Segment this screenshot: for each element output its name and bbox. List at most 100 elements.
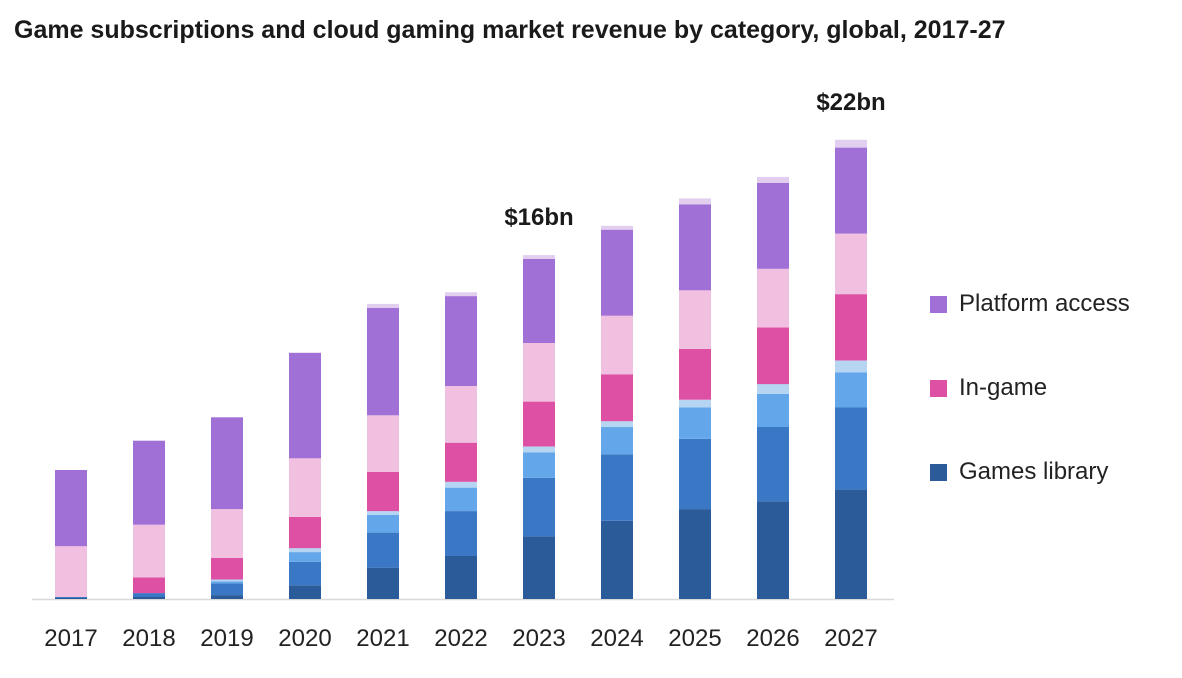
bar-stack-2024 [601,225,633,599]
bar-segment-platform_access_light-2021 [367,303,399,308]
bar-stack-2022 [445,292,477,599]
bar-segment-games_library_pale-2027 [835,360,867,373]
bar-segment-games_library_mid-2023 [523,477,555,537]
legend-label-games-library: Games library [959,458,1109,485]
bar-segment-games_library_light-2025 [679,407,711,439]
bar-segment-games_library_pale-2020 [289,548,321,553]
legend-item-platform-access: Platform access [930,282,1170,326]
bar-segment-games_library_light-2027 [835,372,867,408]
bar-segment-games_library_dark-2025 [679,509,711,599]
bar-stack-2020 [289,352,321,599]
bar-segment-platform_access-2027 [835,147,867,234]
bar-segment-platform_access-2024 [601,229,633,316]
bar-segment-in_game_light-2020 [289,458,321,517]
bar-segment-platform_access_light-2026 [757,176,789,183]
bar-stack-2018 [133,440,165,599]
x-tick-label-2020: 2020 [278,625,331,652]
bar-segment-games_library_dark-2018 [133,597,165,599]
bar-segment-games_library_pale-2023 [523,446,555,453]
bar-segment-in_game_light-2019 [211,509,243,558]
legend: Platform access In-game Games library [930,282,1170,534]
bar-segment-games_library_light-2020 [289,552,321,562]
bar-segment-games_library_dark-2021 [367,567,399,599]
legend-item-in-game: In-game [930,366,1170,410]
bar-segment-platform_access-2020 [289,352,321,459]
bar-segment-in_game_light-2027 [835,233,867,295]
x-tick-label-2021: 2021 [356,625,409,652]
bar-segment-platform_access_light-2022 [445,292,477,297]
bar-segment-in_game_light-2025 [679,290,711,349]
bar-segment-in_game_light-2026 [757,268,789,328]
bar-segment-platform_access-2025 [679,204,711,291]
x-tick-label-2018: 2018 [122,625,175,652]
bar-segment-games_library_pale-2022 [445,481,477,488]
bar-segment-platform_access-2019 [211,417,243,510]
bar-stack-2017 [55,470,87,599]
bar-stack-2026 [757,176,789,599]
bar-segment-platform_access-2021 [367,307,399,416]
bar-segment-platform_access-2017 [55,470,87,547]
bar-stack-2027 [835,139,867,599]
bar-segment-in_game_light-2017 [55,546,87,597]
bar-segment-games_library_dark-2023 [523,536,555,599]
bar-segment-platform_access_light-2027 [835,139,867,148]
x-tick-label-2019: 2019 [200,625,253,652]
bar-segment-in_game-2025 [679,348,711,400]
bar-segment-games_library_light-2019 [211,581,243,584]
bar-segment-games_library_mid-2027 [835,407,867,490]
bar-segment-games_library_mid-2022 [445,511,477,556]
bar-segment-platform_access_light-2023 [523,255,555,259]
bar-segment-in_game_light-2024 [601,315,633,375]
bar-segment-games_library_pale-2025 [679,399,711,408]
bar-segment-in_game-2018 [133,577,165,594]
bar-segment-games_library_mid-2018 [133,593,165,597]
bar-segment-games_library_mid-2025 [679,438,711,510]
bar-segment-games_library_mid-2026 [757,427,789,502]
legend-swatch-platform-access [930,295,947,313]
bar-segment-games_library_mid-2020 [289,561,321,586]
bar-segment-games_library_light-2021 [367,515,399,533]
bar-segment-in_game-2019 [211,558,243,580]
bar-segment-in_game-2020 [289,516,321,549]
bar-segment-games_library_dark-2027 [835,489,867,599]
chart-title: Game subscriptions and cloud gaming mark… [14,16,1006,44]
bar-segment-in_game_light-2018 [133,524,165,578]
bar-segment-games_library_dark-2026 [757,501,789,599]
bar-segment-in_game-2021 [367,472,399,512]
bar-segment-games_library_mid-2017 [55,597,87,598]
bar-segment-games_library_dark-2017 [55,598,87,599]
bar-segment-games_library_pale-2019 [211,579,243,582]
bar-segment-games_library_dark-2020 [289,585,321,599]
bar-stack-2019 [211,417,243,599]
bar-segment-games_library_dark-2019 [211,595,243,599]
x-tick-label-2017: 2017 [44,625,97,652]
bar-segment-games_library_pale-2024 [601,421,633,428]
bar-segment-games_library_light-2026 [757,393,789,427]
legend-swatch-games-library [930,463,947,481]
x-tick-label-2026: 2026 [746,625,799,652]
bar-segment-platform_access-2022 [445,296,477,386]
bar-segment-in_game_light-2021 [367,415,399,472]
bar-segment-in_game-2023 [523,401,555,447]
bar-segment-games_library_mid-2021 [367,532,399,568]
bar-segment-platform_access-2023 [523,259,555,343]
bar-stack-2025 [679,198,711,599]
bar-segment-games_library_dark-2022 [445,556,477,599]
bar-segment-games_library_dark-2024 [601,520,633,599]
bar-segment-in_game_light-2023 [523,343,555,402]
total-annotation-2027: $22bn [816,89,885,116]
legend-label-platform-access: Platform access [959,290,1130,317]
bar-segment-games_library_pale-2026 [757,384,789,394]
legend-label-in-game: In-game [959,374,1048,401]
x-tick-label-2023: 2023 [512,625,565,652]
bar-stack-2023 [523,255,555,599]
bar-segment-games_library_light-2023 [523,452,555,478]
x-tick-label-2027: 2027 [824,625,877,652]
bar-segment-in_game_light-2022 [445,386,477,443]
bar-segment-games_library_pale-2021 [367,511,399,515]
x-tick-label-2024: 2024 [590,625,643,652]
bar-segment-in_game-2027 [835,294,867,361]
bar-segment-in_game-2024 [601,374,633,422]
x-tick-label-2025: 2025 [668,625,721,652]
bar-segment-platform_access_light-2024 [601,225,633,230]
